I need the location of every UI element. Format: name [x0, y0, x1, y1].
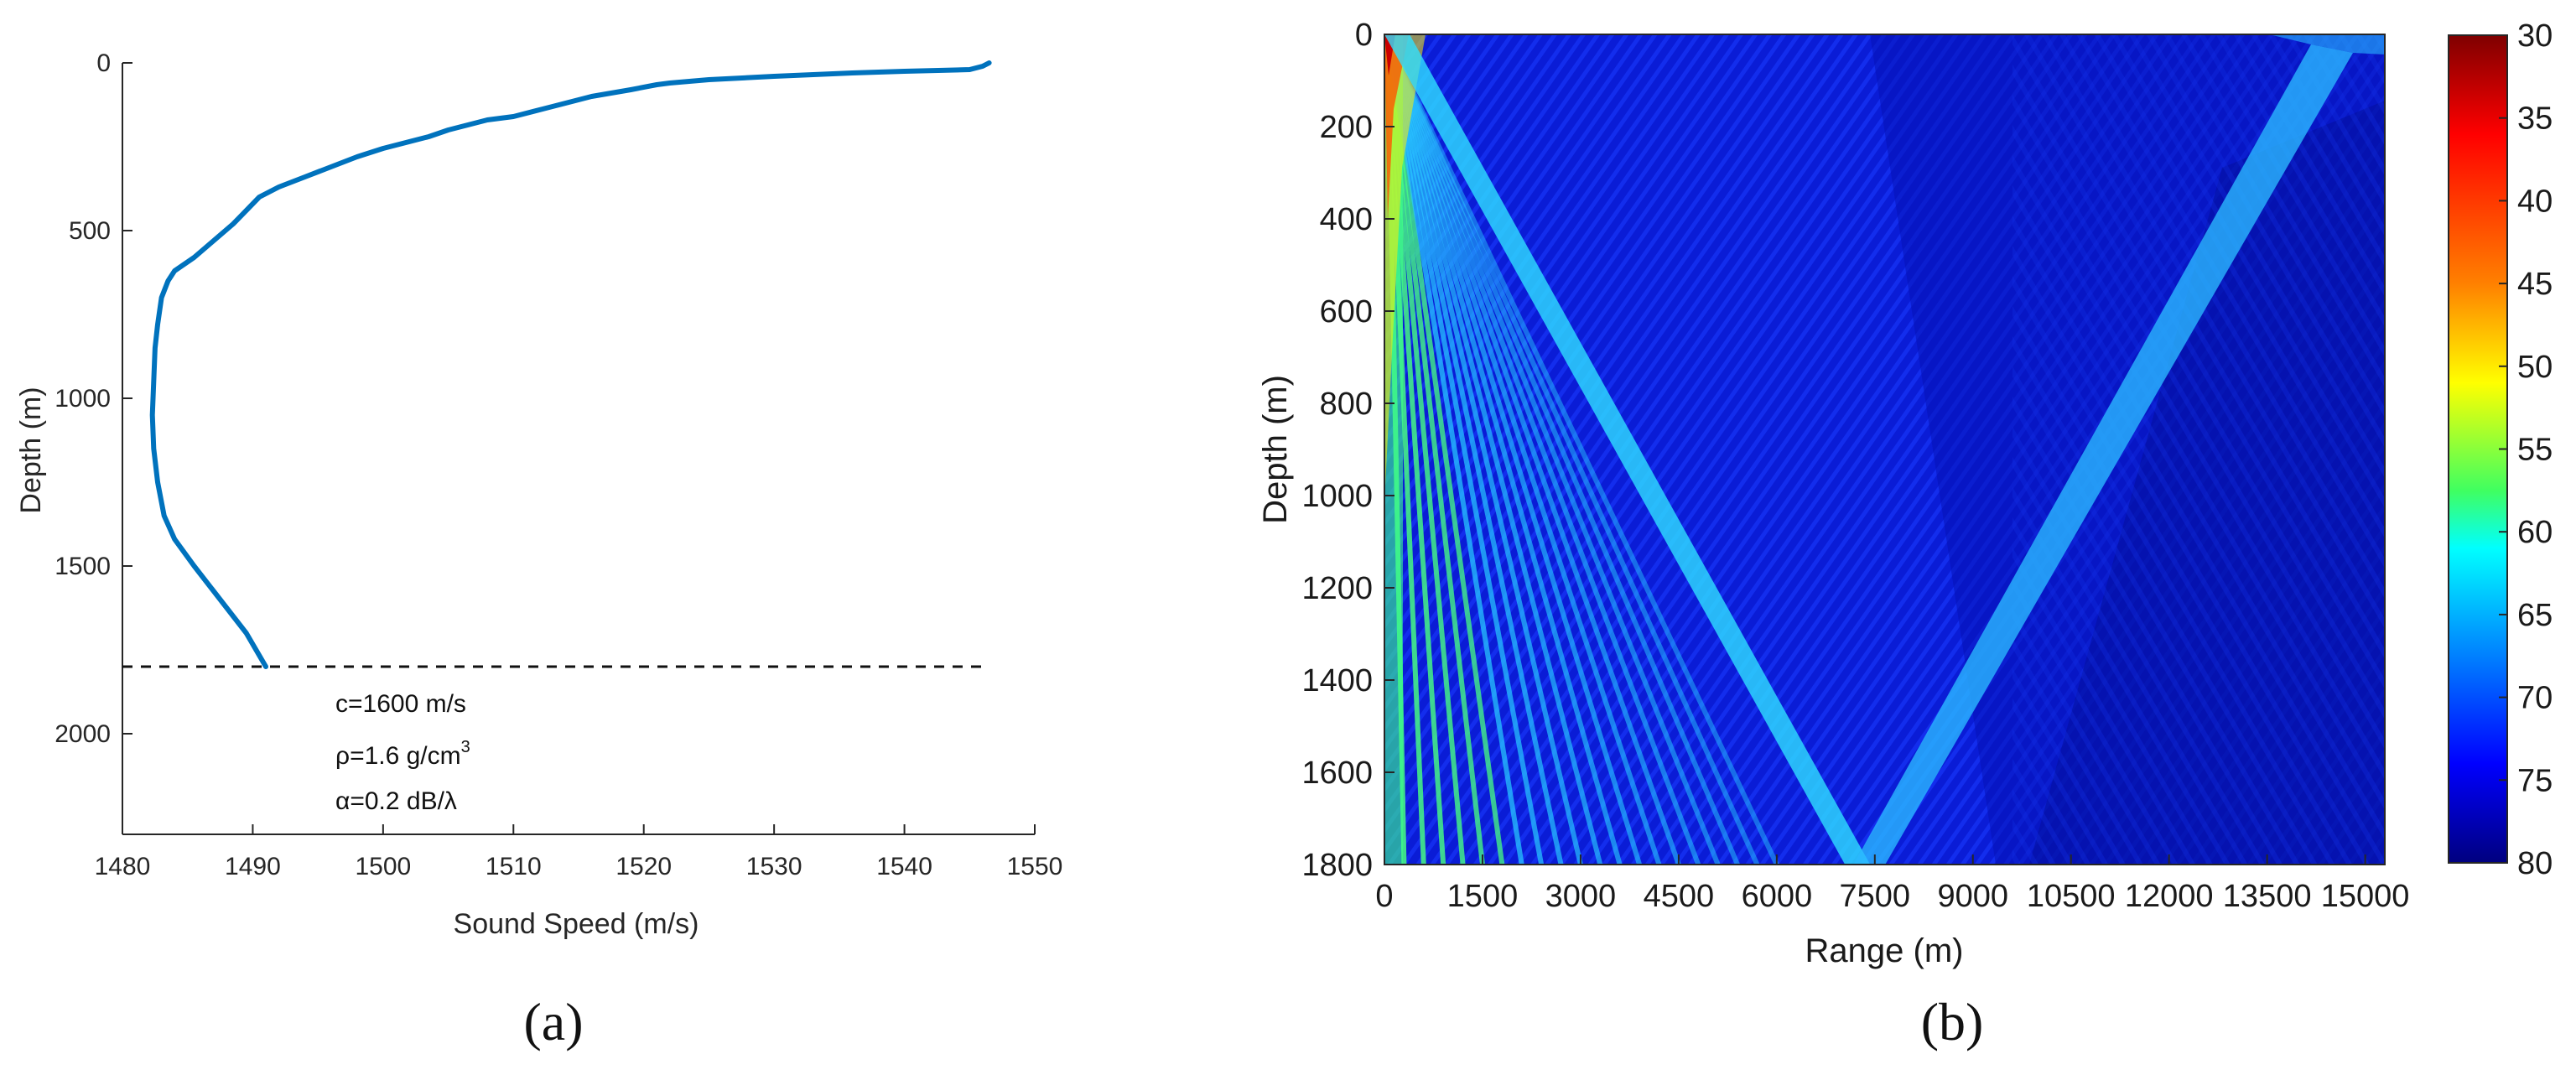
annotation-sound-speed: c=1600 m/s — [335, 690, 466, 718]
panel-a-y-tick-label: 1000 — [55, 385, 111, 413]
ray-fan-line — [1385, 37, 1505, 865]
panel-b-x-tick-label: 9000 — [1937, 879, 2008, 914]
panel-b-y-tick-label: 1400 — [1301, 663, 1373, 698]
colorbar-tick-label: 30 — [2517, 18, 2553, 54]
annotation-density-superscript: 3 — [461, 738, 470, 756]
colorbar-tick-label: 55 — [2517, 433, 2553, 468]
ray-fan-line — [1385, 37, 1603, 865]
ray-fan-line — [1385, 37, 1564, 865]
panel-a-x-tick-label: 1510 — [486, 853, 542, 880]
ray-fan-line — [1385, 37, 1642, 865]
panel-b-y-tick-label: 1800 — [1301, 848, 1373, 883]
panel-b-x-tick-label: 4500 — [1644, 879, 1715, 914]
panel-a-y-tick-label: 1500 — [55, 553, 111, 580]
bottom-reflected-beam — [1853, 44, 2354, 865]
panel-a-y-axis-label: Depth (m) — [15, 387, 47, 513]
ray-fan-line — [1385, 37, 1623, 865]
panel-a-y-tick-label: 500 — [69, 217, 111, 245]
direct-beam — [1384, 34, 1871, 865]
panel-b-y-tick-label: 1000 — [1301, 479, 1373, 514]
panel-a-label: (a) — [523, 992, 583, 1052]
panel-b-y-tick-label: 600 — [1320, 294, 1373, 330]
colorbar-tick-label: 45 — [2517, 267, 2553, 302]
panel-a-x-tick-label: 1540 — [876, 853, 932, 880]
ray-fan-line — [1385, 36, 1701, 865]
colorbar-tick-label: 35 — [2517, 101, 2553, 137]
panel-a-x-tick-label: 1480 — [95, 853, 151, 880]
panel-b-y-tick-label: 0 — [1355, 18, 1373, 53]
colorbar-tick-label: 65 — [2517, 598, 2553, 633]
ray-fan-line — [1385, 36, 1721, 865]
ray-fan-line — [1385, 37, 1583, 865]
ray-fan-line — [1385, 37, 1485, 865]
colorbar-tick-label: 60 — [2517, 515, 2553, 550]
colorbar — [2448, 34, 2508, 864]
panel-b-plot-frame — [1384, 34, 2386, 865]
panel-b-y-tick-label: 200 — [1320, 110, 1373, 145]
panel-b-x-tick-label: 1500 — [1447, 879, 1519, 914]
colorbar-tick-label: 75 — [2517, 763, 2553, 798]
transmission-loss-heatmap — [1384, 34, 2385, 865]
annotation-density-text: ρ=1.6 g/cm — [335, 742, 461, 770]
ray-fan-line — [1385, 37, 1545, 865]
ray-fan-line — [1385, 36, 1740, 865]
panel-b-x-tick-label: 13500 — [2223, 879, 2312, 914]
colorbar-tick-label: 40 — [2517, 184, 2553, 219]
annotation-density: ρ=1.6 g/cm3 — [335, 738, 470, 770]
panel-b-x-tick-label: 0 — [1375, 879, 1393, 914]
ray-fan-line — [1385, 36, 1760, 865]
annotation-attenuation: α=0.2 dB/λ — [335, 787, 457, 815]
panel-a: 0 500 1000 1500 2000 1480 1490 1500 1510 1520 1530… — [15, 49, 1062, 1052]
panel-a-y-tick-label: 2000 — [55, 720, 111, 748]
panel-b-x-tick-label: 3000 — [1545, 879, 1617, 914]
ray-fan-line — [1385, 37, 1681, 865]
panel-a-x-tick-label: 1550 — [1007, 853, 1063, 880]
panel-b-y-axis-label: Depth (m) — [1257, 375, 1294, 524]
panel-b-x-tick-label: 10500 — [2027, 879, 2116, 914]
colorbar-ticks: 30 35 40 45 50 55 60 65 70 75 80 — [2499, 18, 2553, 881]
colorbar-tick-label: 80 — [2517, 846, 2553, 881]
panel-b-x-tick-label: 12000 — [2125, 879, 2214, 914]
panel-b-y-tick-label: 400 — [1320, 202, 1373, 237]
panel-b-x-tick-label: 6000 — [1742, 879, 1813, 914]
ray-fan-line — [1385, 37, 1662, 865]
colorbar-tick-label: 50 — [2517, 350, 2553, 385]
panel-b-y-tick-label: 1200 — [1301, 571, 1373, 606]
panel-b-x-axis-label: Range (m) — [1805, 932, 1964, 969]
panel-a-x-tick-label: 1490 — [225, 853, 281, 880]
panel-a-x-tick-label: 1530 — [746, 853, 802, 880]
panel-a-x-tick-label: 1500 — [355, 853, 411, 880]
panel-b-y-tick-label: 1600 — [1301, 756, 1373, 791]
panel-a-x-axis-label: Sound Speed (m/s) — [454, 908, 699, 940]
panel-b-label: (b) — [1921, 992, 1984, 1052]
panel-b-x-tick-label: 15000 — [2321, 879, 2410, 914]
ray-fan-line — [1385, 37, 1524, 865]
sound-speed-profile-line — [149, 60, 992, 669]
panel-a-x-tick-label: 1520 — [615, 853, 672, 880]
panel-a-y-tick-label: 0 — [96, 49, 111, 77]
surface-reflection — [2269, 34, 2385, 55]
panel-b-y-tick-label: 800 — [1320, 387, 1373, 422]
near-field-ray-fan — [1384, 34, 1779, 865]
ray-fan-line — [1385, 36, 1779, 865]
colorbar-tick-label: 70 — [2517, 681, 2553, 716]
panel-b-x-tick-label: 7500 — [1840, 879, 1911, 914]
panel-a-ticks: 0 500 1000 1500 2000 1480 1490 1500 1510 1520 1530… — [55, 49, 1062, 880]
